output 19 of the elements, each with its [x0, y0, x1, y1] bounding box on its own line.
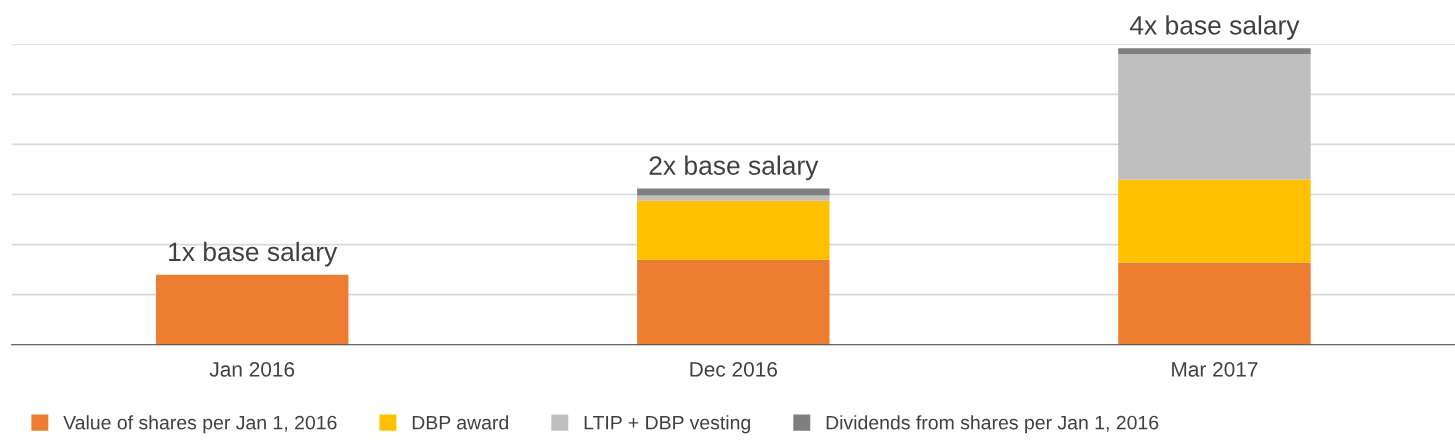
x-tick-label: Dec 2016: [690, 361, 777, 377]
annotation: 2x base salary: [649, 155, 819, 181]
bar: [1118, 262, 1311, 345]
x-tick-label: Mar 2017: [1172, 361, 1258, 377]
legend-label: Dividends from shares per Jan 1, 2016: [826, 415, 1159, 434]
legend-label: LTIP + DBP vesting: [584, 415, 750, 434]
bar: [1118, 48, 1311, 55]
bar: [637, 195, 830, 201]
annotation: 4x base salary: [1129, 15, 1300, 40]
annotation: 1x base salary: [169, 241, 338, 267]
legend-label: DBP award: [412, 415, 508, 430]
bar: [637, 200, 830, 260]
bar: [637, 188, 830, 196]
x-tick-label: Jan 2016: [209, 361, 295, 377]
bar: [1118, 179, 1311, 263]
bar: [1118, 54, 1311, 180]
legend-label: Value of shares per Jan 1, 2016: [63, 415, 337, 434]
bar: [155, 274, 349, 345]
bar: [637, 259, 830, 345]
